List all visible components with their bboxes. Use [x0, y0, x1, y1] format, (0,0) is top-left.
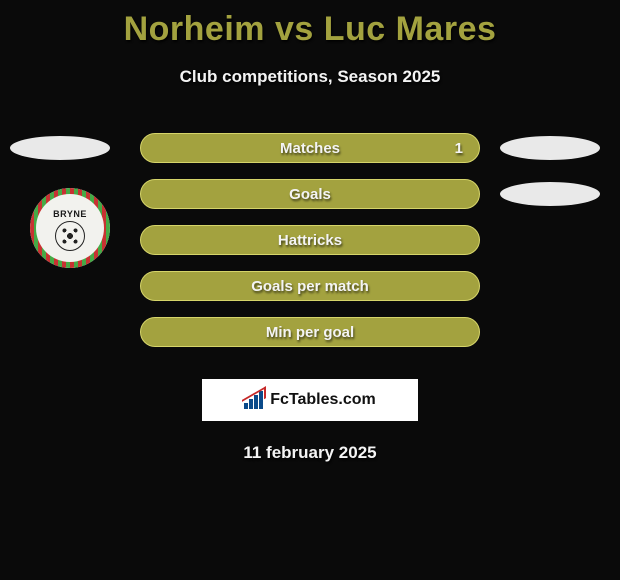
stat-pill: Goals — [140, 179, 480, 209]
stat-row: Matches 1 — [0, 133, 620, 179]
stats-list: Matches 1 Goals Hattricks Goals per matc… — [0, 133, 620, 363]
stat-row: Goals — [0, 179, 620, 225]
badge-label: BRYNE — [53, 209, 87, 219]
stat-label: Goals — [289, 186, 331, 203]
stat-value-right: 1 — [455, 140, 463, 157]
subtitle: Club competitions, Season 2025 — [0, 67, 620, 87]
logo-text: FcTables.com — [270, 391, 376, 409]
stat-pill: Min per goal — [140, 317, 480, 347]
stat-pill: Hattricks — [140, 225, 480, 255]
stat-label: Hattricks — [278, 232, 342, 249]
stats-section: BRYNE Matches 1 Goals Hattricks Goals pe… — [0, 133, 620, 363]
logo-chart-icon — [244, 391, 264, 409]
stat-pill: Goals per match — [140, 271, 480, 301]
stat-label: Matches — [280, 140, 340, 157]
stat-row: Min per goal — [0, 317, 620, 363]
date-label: 11 february 2025 — [0, 443, 620, 463]
source-logo-box: FcTables.com — [202, 379, 418, 421]
stat-row: Goals per match — [0, 271, 620, 317]
page-title: Norheim vs Luc Mares — [0, 0, 620, 49]
stat-pill: Matches 1 — [140, 133, 480, 163]
stat-label: Goals per match — [251, 278, 369, 295]
stat-row: Hattricks — [0, 225, 620, 271]
stat-label: Min per goal — [266, 324, 354, 341]
badge-ball-icon — [55, 221, 85, 251]
